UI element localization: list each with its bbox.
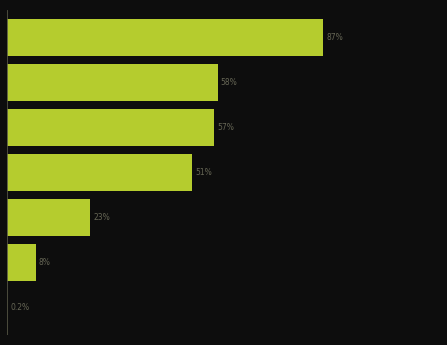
Text: 23%: 23% bbox=[93, 213, 110, 222]
Bar bbox=[7, 199, 90, 236]
Text: 8%: 8% bbox=[39, 258, 51, 267]
Text: 87%: 87% bbox=[326, 33, 343, 42]
Bar bbox=[7, 19, 323, 56]
Bar bbox=[7, 109, 214, 146]
Text: 57%: 57% bbox=[217, 123, 234, 132]
Text: 51%: 51% bbox=[195, 168, 212, 177]
Bar bbox=[7, 244, 36, 281]
Bar bbox=[7, 289, 8, 326]
Text: 58%: 58% bbox=[221, 78, 237, 87]
Bar bbox=[7, 154, 192, 191]
Bar bbox=[7, 64, 218, 101]
Text: 0.2%: 0.2% bbox=[10, 303, 30, 312]
